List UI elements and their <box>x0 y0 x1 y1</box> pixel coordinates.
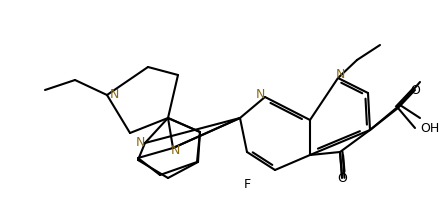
Text: N: N <box>335 69 345 81</box>
Text: N: N <box>255 88 265 101</box>
Text: O: O <box>337 171 347 184</box>
Text: O: O <box>410 83 420 97</box>
Text: N: N <box>109 88 119 101</box>
Text: OH: OH <box>420 122 439 134</box>
Text: F: F <box>243 178 250 191</box>
Text: N: N <box>170 145 180 157</box>
Text: N: N <box>135 136 145 150</box>
